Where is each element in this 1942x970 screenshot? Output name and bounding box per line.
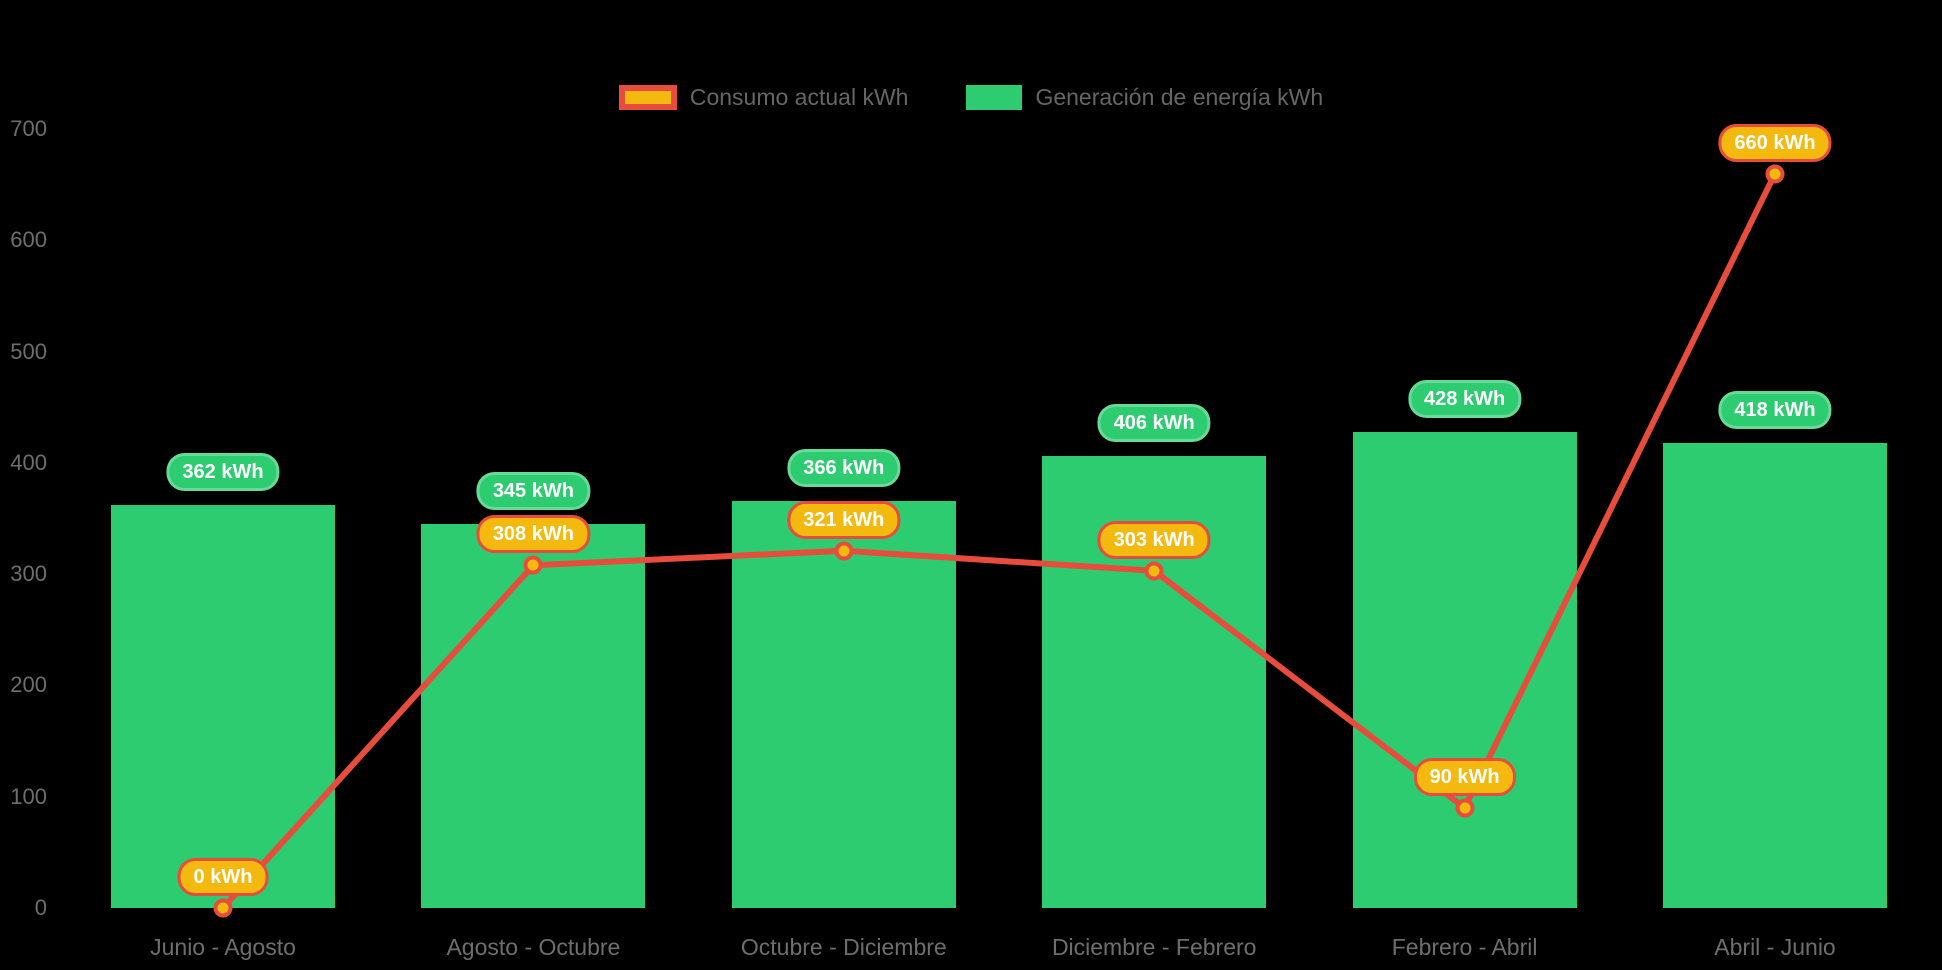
consumo-line-point[interactable] (1765, 164, 1785, 183)
legend-item-consumo[interactable]: Consumo actual kWh (618, 84, 909, 111)
bar-generacion[interactable] (731, 500, 956, 908)
consumo-value-label: 303 kWh (1097, 520, 1211, 559)
consumo-value-label: 660 kWh (1718, 123, 1832, 162)
consumo-line-point[interactable] (834, 541, 854, 561)
bar-generacion[interactable] (1663, 442, 1887, 908)
legend-item-generacion[interactable]: Generación de energía kWh (966, 84, 1323, 111)
chart-legend: Consumo actual kWh Generación de energía… (0, 84, 1942, 111)
consumo-value-label: 308 kWh (476, 515, 590, 554)
bar-generacion[interactable] (111, 505, 335, 908)
bar-generacion[interactable] (421, 524, 646, 908)
y-axis-tick-label: 400 (10, 449, 47, 475)
consumo-line-point[interactable] (1144, 561, 1164, 581)
bar-generacion[interactable] (1352, 431, 1577, 908)
generacion-value-label: 345 kWh (476, 472, 590, 511)
consumo-legend-swatch (618, 85, 677, 110)
generacion-value-label: 428 kWh (1408, 379, 1522, 418)
y-axis-tick-label: 700 (10, 116, 47, 141)
x-axis-label: Octubre - Diciembre (740, 934, 947, 960)
consumo-value-label: 90 kWh (1413, 757, 1516, 796)
y-axis-tick-label: 0 (34, 895, 47, 920)
y-axis-tick-label: 100 (10, 783, 47, 809)
consumo-value-label: 0 kWh (177, 858, 269, 896)
consumo-line-point[interactable] (523, 555, 543, 575)
x-axis-label: Agosto - Octubre (446, 934, 621, 960)
x-axis-label: Febrero - Abril (1391, 934, 1538, 960)
y-axis-tick-label: 500 (10, 338, 47, 364)
generacion-value-label: 366 kWh (787, 448, 901, 487)
x-axis-label: Junio - Agosto (150, 934, 296, 960)
consumo-line-point[interactable] (1455, 798, 1475, 818)
y-axis-tick-label: 200 (10, 672, 47, 698)
legend-label-generacion: Generación de energía kWh (1035, 84, 1324, 110)
consumo-value-label: 321 kWh (787, 500, 901, 539)
generacion-value-label: 418 kWh (1718, 390, 1832, 429)
y-axis-tick-label: 600 (10, 227, 47, 253)
generacion-value-label: 362 kWh (166, 453, 280, 492)
y-axis-tick-label: 300 (10, 561, 47, 587)
legend-label-consumo: Consumo actual kWh (689, 84, 909, 110)
generacion-value-label: 406 kWh (1097, 404, 1211, 443)
x-axis-label: Diciembre - Febrero (1051, 934, 1257, 960)
consumo-line-point[interactable] (213, 898, 233, 918)
generacion-legend-swatch (966, 85, 1023, 110)
x-axis-label: Abril - Junio (1714, 934, 1836, 960)
